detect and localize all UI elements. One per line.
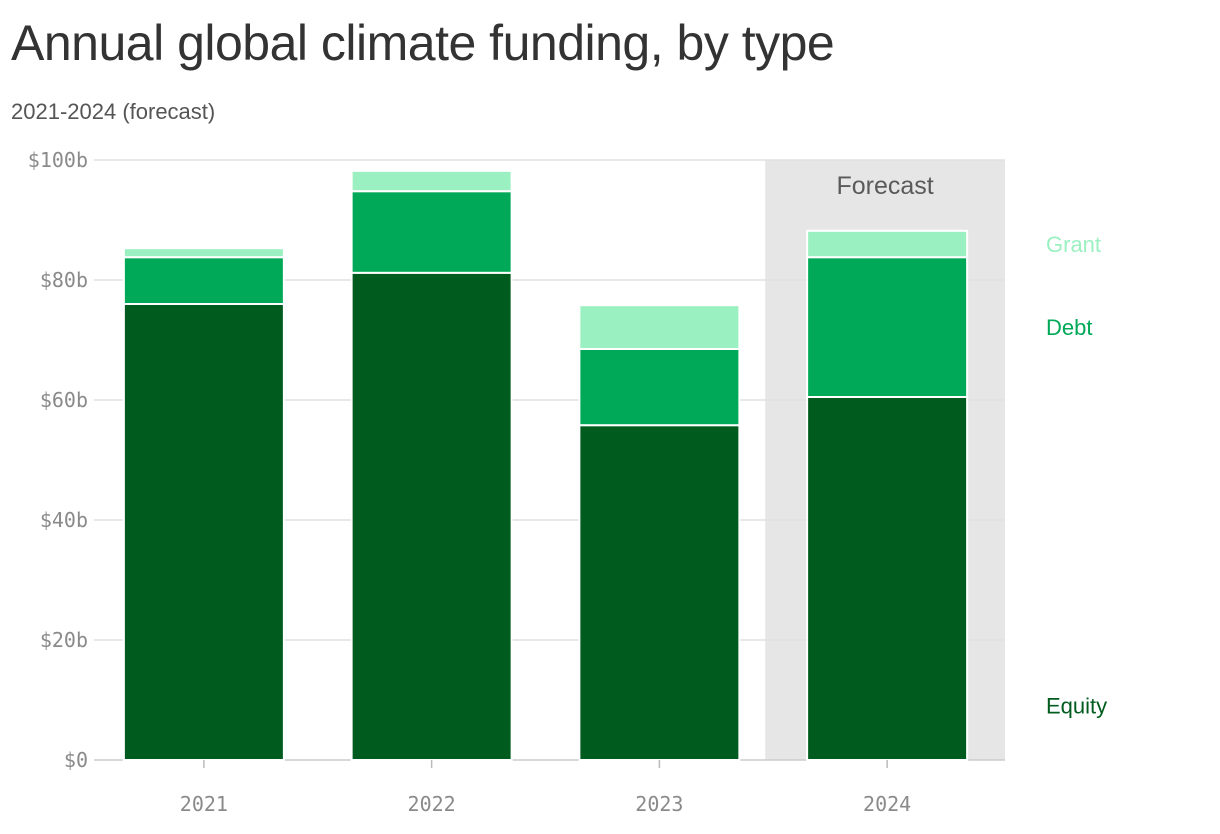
bar-segment-equity-2022 bbox=[350, 271, 513, 761]
x-tick-label: 2022 bbox=[408, 792, 456, 816]
y-tick-label: $60b bbox=[40, 388, 88, 412]
bar-segment-debt-2024 bbox=[806, 256, 969, 399]
x-axis: 2021 2022 2023 2024 bbox=[180, 760, 911, 816]
x-tick-label: 2021 bbox=[180, 792, 228, 816]
chart-subtitle: 2021-2024 (forecast) bbox=[11, 99, 216, 124]
legend-label-grant: Grant bbox=[1046, 232, 1101, 257]
bar-segment-grant-2023 bbox=[578, 304, 741, 351]
forecast-label: Forecast bbox=[836, 172, 933, 200]
bar-segment-grant-2022 bbox=[350, 169, 513, 193]
bar-segment-debt-2021 bbox=[122, 256, 285, 306]
chart-title: Annual global climate funding, by type bbox=[11, 15, 835, 71]
bars bbox=[122, 169, 969, 761]
y-tick-label: $80b bbox=[40, 268, 88, 292]
bar-segment-grant-2021 bbox=[122, 247, 285, 259]
y-tick-label: $0 bbox=[64, 748, 88, 772]
legend-label-equity: Equity bbox=[1046, 694, 1107, 719]
y-tick-label: $20b bbox=[40, 628, 88, 652]
bar-segment-debt-2023 bbox=[578, 348, 741, 427]
bar-segment-debt-2022 bbox=[350, 190, 513, 274]
bar-segment-equity-2024 bbox=[806, 396, 969, 761]
y-tick-label: $100b bbox=[28, 148, 88, 172]
bar-segment-equity-2021 bbox=[122, 303, 285, 761]
bar-segment-grant-2024 bbox=[806, 229, 969, 259]
legend: Equity Debt Grant bbox=[1046, 232, 1107, 719]
x-tick-label: 2023 bbox=[635, 792, 683, 816]
bar-segment-equity-2023 bbox=[578, 424, 741, 761]
y-tick-label: $40b bbox=[40, 508, 88, 532]
legend-label-debt: Debt bbox=[1046, 315, 1092, 340]
y-axis: $0 $20b $40b $60b $80b $100b bbox=[28, 148, 88, 772]
x-tick-label: 2024 bbox=[863, 792, 911, 816]
